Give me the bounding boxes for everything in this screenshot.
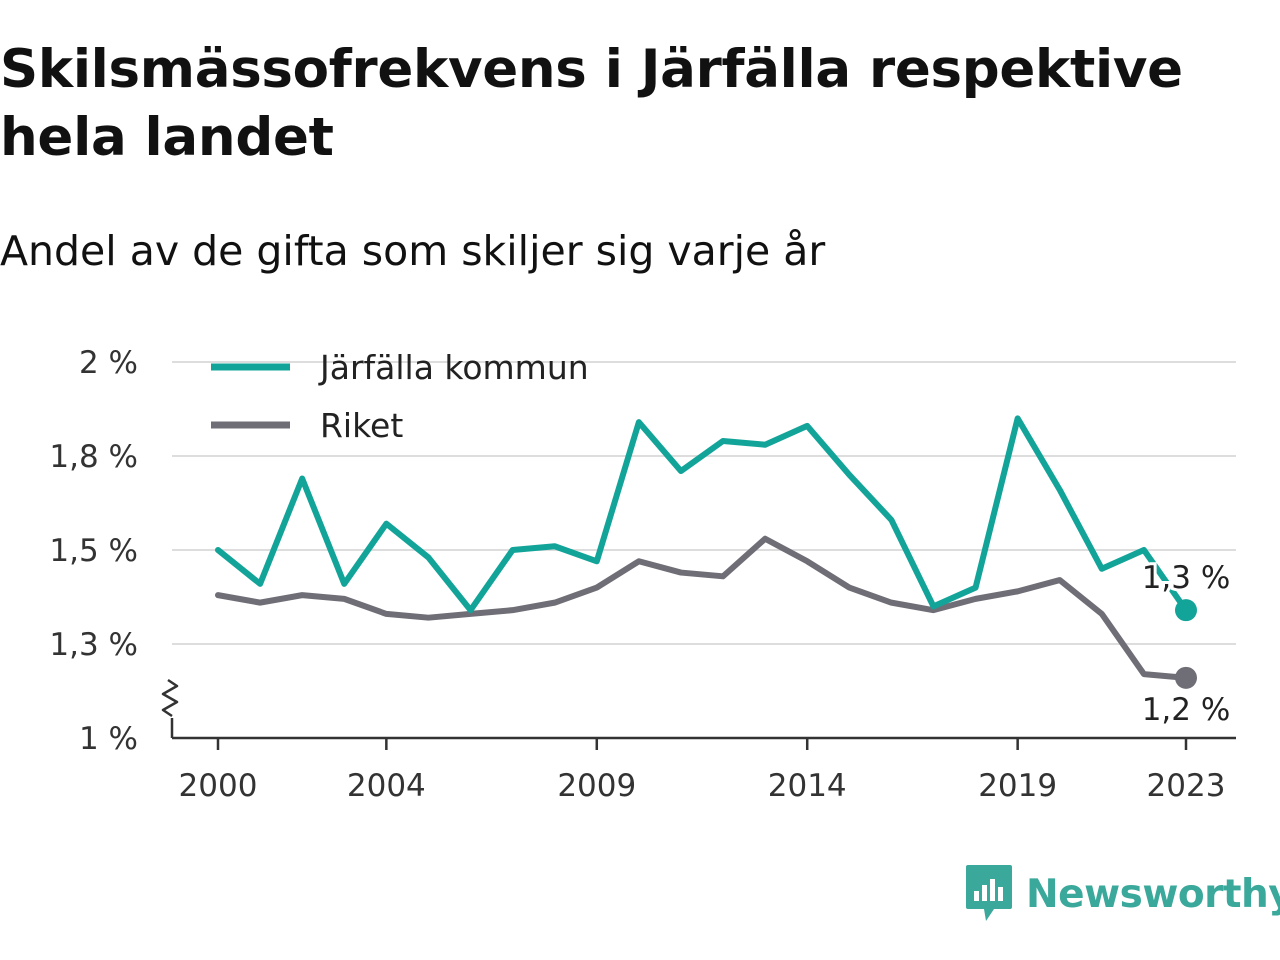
x-tick-label: 2000 [179, 768, 258, 804]
x-tick-label: 2019 [978, 768, 1057, 804]
end-point-jarfalla [1175, 599, 1197, 622]
y-tick-label: 1 % [79, 721, 138, 757]
chart-title: Skilsmässofrekvens i Järfälla respektive… [0, 39, 1183, 168]
x-tick-label: 2009 [557, 768, 636, 804]
axis-break-icon [161, 678, 179, 718]
legend-label: Järfälla kommun [318, 348, 589, 387]
y-tick-label: 1,5 % [49, 533, 138, 569]
chart-subtitle: Andel av de gifta som skiljer sig varje … [0, 227, 826, 275]
y-tick-label: 2 % [79, 345, 138, 381]
series-lines [215, 415, 1197, 689]
grid-lines [172, 361, 1236, 645]
legend: Järfälla kommun Riket [211, 348, 589, 445]
axes: 1 % 1,3 % 1,5 % 1,8 % 2 % 2000 2004 2009 2014 201… [49, 345, 1236, 804]
series-line-riket [215, 535, 1189, 681]
brand-logo: Newsworthy [964, 862, 1280, 926]
end-labels: 1,3 % 1,2 % [1139, 557, 1234, 731]
end-label-riket: 1,2 % [1142, 692, 1231, 728]
brand-name: Newsworthy [1026, 871, 1280, 917]
y-tick-label: 1,3 % [49, 627, 138, 663]
series-line-jarfalla [215, 415, 1189, 614]
newsworthy-logo-icon [966, 865, 1012, 921]
x-tick-label: 2004 [347, 768, 426, 804]
line-chart: 1 % 1,3 % 1,5 % 1,8 % 2 % 2000 2004 2009 2014 201… [49, 345, 1236, 804]
y-tick-label: 1,8 % [49, 439, 138, 475]
x-tick-label: 2014 [768, 768, 847, 804]
end-point-riket [1175, 666, 1197, 689]
x-tick-label: 2023 [1147, 768, 1226, 804]
legend-label: Riket [320, 406, 403, 445]
end-label-jarfalla: 1,3 % [1142, 560, 1231, 596]
